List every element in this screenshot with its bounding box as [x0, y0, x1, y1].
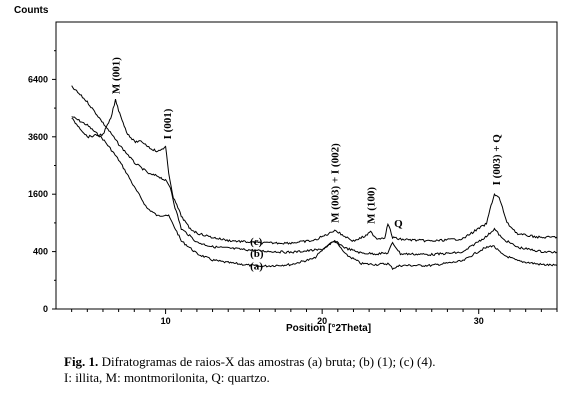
- peak-label: M (003) + I (002): [330, 143, 342, 223]
- series-label: (b): [250, 248, 264, 260]
- series-label: (a): [250, 260, 263, 272]
- chart-axes: Counts Position [°2Theta]: [14, 5, 558, 334]
- x-tick-label: 20: [317, 316, 327, 326]
- peak-label: Q: [394, 218, 403, 230]
- peak-label: M (001): [110, 57, 122, 94]
- x-tick-label: 10: [161, 316, 171, 326]
- peak-label: M (100): [366, 187, 378, 224]
- y-tick-label: 6400: [28, 74, 48, 84]
- xrd-chart: Counts Position [°2Theta] 0 400 1600 3600 640…: [14, 5, 558, 334]
- x-tick-label: 30: [474, 316, 484, 326]
- figure-caption: Fig. 1. Difratogramas de raios-X das amo…: [64, 354, 564, 386]
- caption-line-2: I: illita, M: montmorilonita, Q: quartzo…: [64, 370, 270, 385]
- y-tick-label: 400: [33, 247, 48, 257]
- y-tick-label: 1600: [28, 189, 48, 199]
- series-line-c: [71, 98, 558, 245]
- caption-line-1: Difratogramas de raios-X das amostras (a…: [98, 354, 436, 369]
- peak-label: I (003) + Q: [491, 134, 503, 186]
- chart-ticks: 0 400 1600 3600 6400 10 20 30: [28, 50, 558, 326]
- caption-label: Fig. 1.: [64, 354, 99, 369]
- series-line-b: [71, 85, 558, 257]
- chart-annotations: M (001) I (001) M (003) + I (002) M (100) Q I…: [110, 57, 502, 273]
- series-label: (c): [250, 236, 263, 248]
- x-axis-label: Position [°2Theta]: [286, 323, 371, 334]
- plot-frame: [55, 21, 558, 310]
- y-tick-label: 3600: [28, 132, 48, 142]
- y-axis-label: Counts: [14, 5, 49, 16]
- series-line-a: [71, 116, 558, 271]
- y-tick-label: 0: [43, 304, 48, 314]
- chart-series: [71, 85, 558, 271]
- peak-label: I (001): [162, 108, 174, 139]
